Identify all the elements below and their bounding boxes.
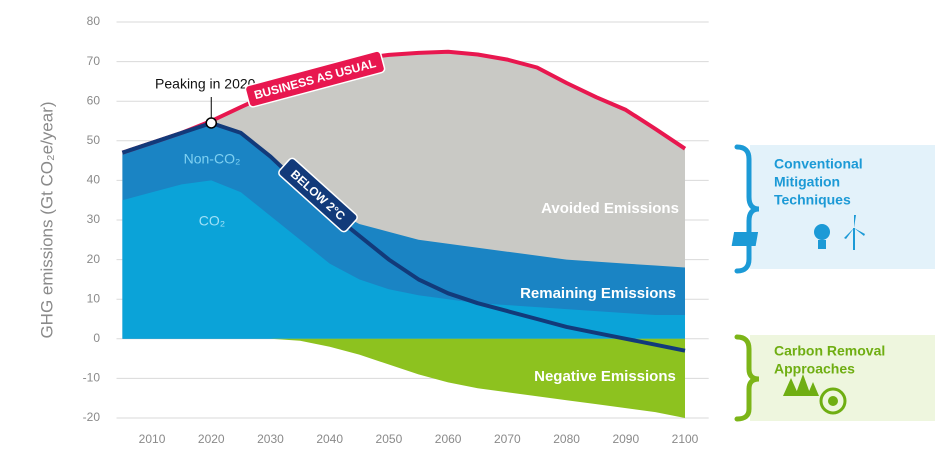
line bbox=[121, 49, 687, 155]
panel-bg bbox=[750, 145, 935, 269]
brace bbox=[734, 144, 760, 274]
area bbox=[122, 180, 686, 339]
y-tick-label: -10 bbox=[83, 371, 101, 385]
peak-marker bbox=[205, 117, 218, 129]
x-tick-label: 2020 bbox=[198, 432, 225, 446]
icons bbox=[731, 215, 865, 250]
series-label: Non-CO₂ bbox=[184, 151, 241, 167]
peak-label: Peaking in 2020 bbox=[155, 76, 256, 92]
y-tick-label: 0 bbox=[93, 331, 100, 345]
panel-title: Mitigation bbox=[774, 174, 840, 190]
annotation: Remaining Emissions bbox=[520, 285, 676, 302]
panel-title: Techniques bbox=[774, 192, 851, 208]
x-tick-label: 2050 bbox=[376, 432, 403, 446]
x-tick-label: 2100 bbox=[672, 432, 699, 446]
annotation: Avoided Emissions bbox=[541, 200, 679, 217]
y-tick-label: 80 bbox=[87, 14, 101, 28]
y-tick-label: 20 bbox=[87, 252, 101, 266]
x-tick-label: 2080 bbox=[553, 432, 580, 446]
y-axis-label: GHG emissions (Gt CO₂e/year) bbox=[37, 101, 56, 338]
y-tick-label: 40 bbox=[87, 173, 101, 187]
brace bbox=[734, 334, 760, 422]
badge-bg bbox=[278, 157, 358, 233]
y-tick-label: 70 bbox=[87, 54, 101, 68]
badge-bg bbox=[244, 50, 386, 108]
x-tick-label: 2030 bbox=[257, 432, 284, 446]
x-tick-label: 2090 bbox=[612, 432, 639, 446]
series-label: Negative Emissions bbox=[534, 368, 676, 385]
y-tick-label: 60 bbox=[87, 93, 101, 107]
y-tick-label: -20 bbox=[83, 410, 101, 424]
series-label: CO₂ bbox=[199, 213, 225, 229]
x-tick-label: 2040 bbox=[316, 432, 343, 446]
y-tick-label: 30 bbox=[87, 212, 101, 226]
icons bbox=[783, 374, 847, 415]
panel-title: Conventional bbox=[774, 156, 863, 172]
area bbox=[122, 338, 686, 418]
panel-title: Approaches bbox=[774, 361, 855, 377]
x-tick-label: 2060 bbox=[435, 432, 462, 446]
y-tick-label: 50 bbox=[87, 133, 101, 147]
y-tick-label: 10 bbox=[87, 291, 101, 305]
x-tick-label: 2010 bbox=[139, 432, 166, 446]
panel-title: Carbon Removal bbox=[774, 343, 885, 359]
x-tick-label: 2070 bbox=[494, 432, 521, 446]
